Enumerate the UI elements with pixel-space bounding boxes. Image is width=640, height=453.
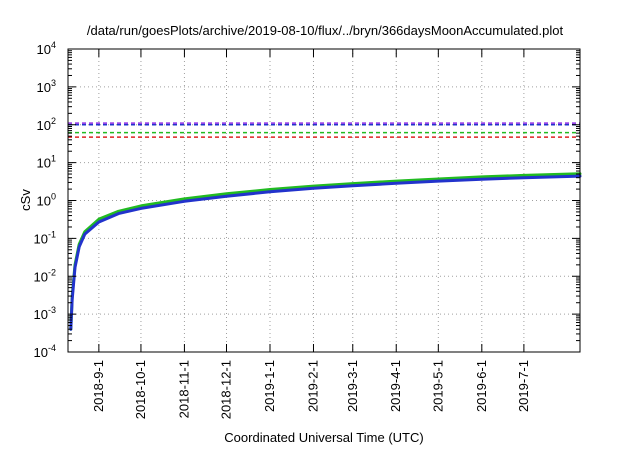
series-line	[69, 172, 582, 331]
y-tick-base: 10	[37, 42, 51, 57]
y-tick-base: 10	[34, 307, 48, 322]
y-tick-exponent: -2	[48, 267, 56, 277]
y-tick-base: 10	[37, 156, 51, 171]
x-tick-label: 2019-2-1	[305, 360, 320, 412]
y-tick-base: 10	[37, 194, 51, 209]
x-tick-label: 2019-6-1	[474, 360, 489, 412]
x-tick-label: 2019-4-1	[388, 360, 403, 412]
y-tick-exponent: 4	[51, 40, 56, 50]
x-tick-label: 2019-1-1	[262, 360, 277, 412]
y-tick-label: 10-3	[34, 305, 56, 322]
y-tick-exponent: -1	[48, 229, 56, 239]
reference-lines	[68, 122, 580, 138]
y-tick-exponent: -3	[48, 305, 56, 315]
y-tick-label: 104	[37, 40, 56, 57]
y-tick-label: 100	[37, 192, 56, 209]
y-tick-exponent: -4	[48, 343, 56, 353]
y-tick-base: 10	[34, 345, 48, 360]
x-tick-label: 2019-3-1	[345, 360, 360, 412]
series-line	[69, 174, 582, 331]
y-tick-exponent: 3	[51, 78, 56, 88]
x-tick-label: 2018-12-1	[219, 360, 234, 419]
grid-layer	[68, 49, 580, 352]
y-tick-label: 102	[37, 116, 56, 133]
chart-title: /data/run/goesPlots/archive/2019-08-10/f…	[87, 23, 564, 38]
series-layer	[69, 172, 582, 331]
y-tick-label: 101	[37, 154, 56, 171]
y-tick-base: 10	[34, 269, 48, 284]
y-tick-label: 10-1	[34, 229, 56, 246]
y-tick-base: 10	[37, 118, 51, 133]
x-tick-label: 2019-5-1	[430, 360, 445, 412]
y-tick-exponent: 0	[51, 192, 56, 202]
y-tick-base: 10	[37, 80, 51, 95]
y-tick-exponent: 1	[51, 154, 56, 164]
x-tick-label: 2018-9-1	[91, 360, 106, 412]
x-axis-label: Coordinated Universal Time (UTC)	[224, 430, 423, 445]
x-tick-labels: 2018-9-1 2018-10-1 2018-11-1 2018-12-1 2019-…	[91, 49, 531, 419]
y-tick-label: 103	[37, 78, 56, 95]
y-axis-label: cSv	[18, 189, 33, 211]
y-tick-label: 10-4	[34, 343, 56, 360]
y-tick-exponent: 2	[51, 116, 56, 126]
y-tick-base: 10	[34, 231, 48, 246]
x-tick-label: 2018-11-1	[176, 360, 191, 418]
x-tick-label: 2018-10-1	[133, 360, 148, 419]
y-tick-label: 10-2	[34, 267, 56, 284]
x-tick-label: 2019-7-1	[516, 360, 531, 412]
